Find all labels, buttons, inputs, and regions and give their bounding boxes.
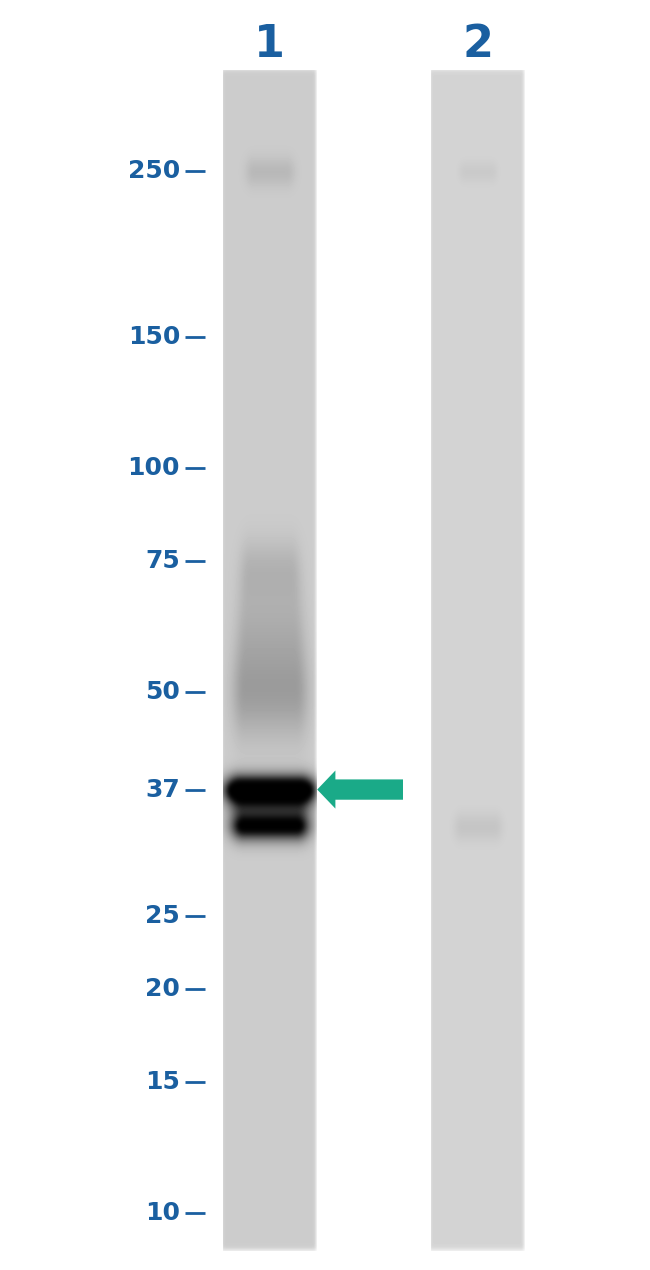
Text: 10: 10 — [145, 1201, 180, 1224]
Text: 15: 15 — [145, 1069, 180, 1093]
Bar — [222, 70, 317, 1251]
Bar — [222, 0, 525, 70]
Text: 100: 100 — [127, 456, 180, 480]
Bar — [317, 0, 430, 1270]
Text: 150: 150 — [127, 325, 180, 349]
FancyArrow shape — [317, 771, 403, 809]
Text: 37: 37 — [146, 777, 180, 801]
Text: 20: 20 — [145, 977, 180, 1001]
Text: 75: 75 — [146, 549, 180, 573]
Bar — [525, 0, 650, 1270]
Text: 250: 250 — [128, 160, 180, 183]
Text: 50: 50 — [145, 681, 180, 704]
Bar — [0, 0, 222, 1270]
Text: 2: 2 — [462, 23, 493, 66]
Text: 1: 1 — [254, 23, 285, 66]
Bar — [222, 1251, 525, 1270]
Text: 25: 25 — [146, 904, 180, 928]
Bar — [430, 70, 525, 1251]
